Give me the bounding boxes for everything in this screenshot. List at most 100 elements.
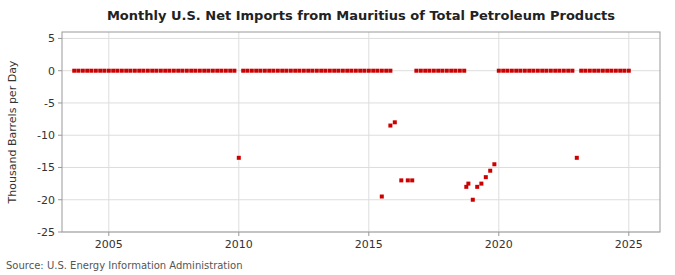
grid-line-x bbox=[238, 32, 239, 232]
point bbox=[375, 69, 379, 73]
point bbox=[98, 69, 102, 73]
point bbox=[328, 69, 332, 73]
point bbox=[124, 69, 128, 73]
point bbox=[531, 69, 535, 73]
point bbox=[380, 69, 384, 73]
point bbox=[497, 69, 501, 73]
point bbox=[588, 69, 592, 73]
grid bbox=[62, 32, 660, 232]
points bbox=[72, 69, 631, 202]
x-tick-label: 2015 bbox=[355, 238, 383, 251]
point bbox=[297, 69, 301, 73]
point bbox=[263, 69, 267, 73]
point bbox=[570, 69, 574, 73]
x-tick bbox=[368, 232, 369, 236]
point bbox=[453, 69, 457, 73]
point bbox=[111, 69, 115, 73]
point bbox=[245, 69, 249, 73]
point bbox=[618, 69, 622, 73]
point bbox=[614, 69, 618, 73]
point bbox=[627, 69, 631, 73]
point bbox=[540, 69, 544, 73]
point bbox=[505, 69, 509, 73]
grid-line-x bbox=[108, 32, 109, 232]
point bbox=[258, 69, 262, 73]
point bbox=[141, 69, 145, 73]
axes: -25-20-15-10-50520052010201520202025 bbox=[37, 32, 643, 251]
point bbox=[336, 69, 340, 73]
y-tick-label: -10 bbox=[37, 129, 55, 142]
point bbox=[332, 69, 336, 73]
point bbox=[388, 69, 392, 73]
point bbox=[471, 198, 475, 202]
point bbox=[306, 69, 310, 73]
point bbox=[566, 69, 570, 73]
x-tick bbox=[628, 232, 629, 236]
point bbox=[427, 69, 431, 73]
y-tick-label: 5 bbox=[48, 32, 55, 45]
title: Monthly U.S. Net Imports from Mauritius … bbox=[107, 8, 615, 23]
point bbox=[185, 69, 189, 73]
y-tick bbox=[58, 70, 62, 71]
y-tick-label: -20 bbox=[37, 194, 55, 207]
point bbox=[393, 120, 397, 124]
point bbox=[479, 182, 483, 186]
y-tick-label: -15 bbox=[37, 161, 55, 174]
point bbox=[137, 69, 141, 73]
grid-line-y bbox=[62, 167, 660, 168]
point bbox=[466, 182, 470, 186]
point bbox=[583, 69, 587, 73]
point bbox=[310, 69, 314, 73]
point bbox=[198, 69, 202, 73]
chart: -25-20-15-10-50520052010201520202025Mont… bbox=[0, 0, 675, 275]
point bbox=[349, 69, 353, 73]
point bbox=[367, 69, 371, 73]
point bbox=[518, 69, 522, 73]
point bbox=[458, 69, 462, 73]
y-tick bbox=[58, 199, 62, 200]
point bbox=[250, 69, 254, 73]
point bbox=[202, 69, 206, 73]
point bbox=[445, 69, 449, 73]
grid-line-x bbox=[368, 32, 369, 232]
annotation: Source: U.S. Energy Information Administ… bbox=[6, 260, 243, 271]
point bbox=[167, 69, 171, 73]
point bbox=[536, 69, 540, 73]
point bbox=[484, 175, 488, 179]
point bbox=[527, 69, 531, 73]
y-tick bbox=[58, 135, 62, 136]
point bbox=[341, 69, 345, 73]
point bbox=[544, 69, 548, 73]
point bbox=[388, 124, 392, 128]
x-tick-label: 2010 bbox=[225, 238, 253, 251]
point bbox=[410, 178, 414, 182]
point bbox=[462, 69, 466, 73]
point bbox=[601, 69, 605, 73]
point bbox=[94, 69, 98, 73]
point bbox=[72, 69, 76, 73]
point bbox=[475, 185, 479, 189]
chart-container: -25-20-15-10-50520052010201520202025Mont… bbox=[0, 0, 675, 275]
x-tick-label: 2025 bbox=[615, 238, 643, 251]
point bbox=[85, 69, 89, 73]
point bbox=[107, 69, 111, 73]
point bbox=[362, 69, 366, 73]
point bbox=[159, 69, 163, 73]
point bbox=[575, 156, 579, 160]
point bbox=[302, 69, 306, 73]
point bbox=[436, 69, 440, 73]
point bbox=[380, 195, 384, 199]
x-tick bbox=[498, 232, 499, 236]
point bbox=[523, 69, 527, 73]
point bbox=[399, 178, 403, 182]
x-tick-label: 2020 bbox=[485, 238, 513, 251]
point bbox=[76, 69, 80, 73]
point bbox=[284, 69, 288, 73]
point bbox=[206, 69, 210, 73]
point bbox=[609, 69, 613, 73]
x-tick bbox=[108, 232, 109, 236]
point bbox=[315, 69, 319, 73]
y-tick bbox=[58, 38, 62, 39]
point bbox=[228, 69, 232, 73]
point bbox=[440, 69, 444, 73]
